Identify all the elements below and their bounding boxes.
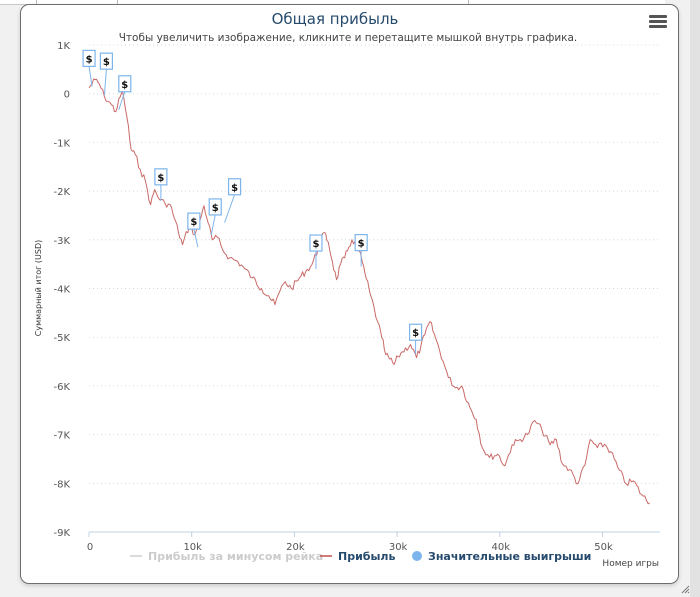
flag-label: $	[86, 54, 93, 65]
chart-title: Общая прибыль	[272, 10, 399, 28]
flag-box	[227, 178, 242, 196]
x-axis-label: Номер игры	[602, 559, 659, 569]
significant-win-flag[interactable]: $	[354, 233, 368, 267]
flags-layer: $ $ $ $ $ $ $ $ $ $	[82, 49, 423, 355]
scrollbar-track[interactable]	[690, 0, 700, 597]
top-strip-segment	[0, 0, 37, 4]
legend-item-2[interactable]: Значительные выигрыши	[412, 550, 591, 563]
y-tick-label: -2K	[53, 187, 70, 198]
hamburger-menu-icon-bar	[649, 25, 667, 28]
chart-context-menu-button[interactable]	[649, 15, 667, 31]
flag-pole	[224, 194, 236, 223]
x-tick-label: 40k	[492, 542, 511, 553]
flag-label: $	[103, 57, 110, 68]
flag-label: $	[121, 80, 128, 91]
profit-series-line[interactable]	[88, 78, 650, 505]
top-strip-segment	[118, 0, 469, 4]
significant-win-flag[interactable]: $	[408, 323, 423, 355]
x-tick-label: 50k	[594, 542, 613, 553]
y-tick-label: 1K	[57, 41, 70, 52]
y-tick-label: -4K	[53, 285, 70, 296]
hamburger-menu-icon-bar	[649, 20, 667, 23]
significant-win-flag[interactable]: $	[309, 234, 323, 270]
y-tick-label: -1K	[53, 138, 70, 149]
legend: Прибыль за минусом рейка Прибыль Значитель…	[130, 550, 591, 563]
flag-label: $	[358, 239, 365, 250]
y-tick-label: -9K	[53, 528, 70, 539]
significant-win-flag[interactable]: $	[118, 75, 132, 110]
flag-label: $	[157, 173, 164, 184]
flag-pole	[118, 91, 126, 110]
significant-win-flag[interactable]: $	[99, 52, 114, 96]
x-tick-label: 0	[87, 542, 93, 553]
legend-circle-symbol	[412, 551, 422, 561]
flag-pole	[193, 228, 199, 248]
flag-pole	[88, 66, 93, 87]
x-tick-label: 20k	[286, 542, 305, 553]
y-tick-label: -3K	[53, 236, 70, 247]
hamburger-menu-icon	[649, 15, 667, 18]
x-axis-ticks: 0 10k 20k 30k 40k 50k	[87, 532, 613, 553]
flag-label: $	[212, 203, 219, 214]
flag-box	[354, 233, 368, 252]
flag-box	[118, 75, 132, 93]
flag-label: $	[412, 328, 419, 339]
significant-win-flag[interactable]: $	[154, 168, 168, 201]
legend-label: Прибыль	[338, 550, 395, 563]
legend-label: Значительные выигрыши	[428, 550, 591, 563]
top-strip-segment	[37, 0, 118, 4]
flag-label: $	[231, 183, 238, 194]
legend-item-1[interactable]: Прибыль	[320, 550, 395, 563]
y-tick-label: 0	[64, 90, 70, 101]
flag-pole	[103, 69, 107, 96]
y-axis-ticks: 1K 0 -1K -2K -3K -4K -5K -6K -7K -8K -9K	[53, 41, 70, 539]
y-axis-label: Суммарный итог (USD)	[34, 240, 43, 337]
legend-label: Прибыль за минусом рейка	[148, 550, 323, 563]
flag-box	[99, 52, 114, 70]
legend-item-0[interactable]: Прибыль за минусом рейка	[130, 550, 323, 563]
flag-label: $	[312, 239, 319, 250]
y-tick-label: -7K	[53, 431, 70, 442]
flag-label: $	[190, 217, 197, 228]
flag-box	[82, 49, 96, 67]
flag-box	[187, 212, 201, 230]
x-tick-label: 10k	[183, 542, 202, 553]
significant-win-flag[interactable]: $	[82, 49, 96, 87]
flag-box	[154, 168, 168, 186]
significant-win-flag[interactable]: $	[208, 198, 222, 236]
grid-lines	[89, 44, 660, 533]
x-tick-label: 30k	[389, 542, 408, 553]
flag-box	[408, 323, 423, 341]
y-tick-label: -6K	[53, 382, 70, 393]
chart-panel	[20, 4, 679, 584]
resize-grip-icon[interactable]	[680, 584, 690, 594]
y-tick-label: -5K	[53, 333, 70, 344]
significant-win-flag[interactable]: $	[224, 178, 242, 223]
series-layer	[88, 78, 650, 505]
y-tick-label: -8K	[53, 479, 70, 490]
flag-pole	[210, 214, 216, 236]
flag-box	[208, 198, 222, 216]
significant-win-flag[interactable]: $	[187, 212, 201, 248]
chart-subtitle: Чтобы увеличить изображение, кликните и …	[119, 32, 578, 44]
flag-box	[309, 234, 323, 252]
